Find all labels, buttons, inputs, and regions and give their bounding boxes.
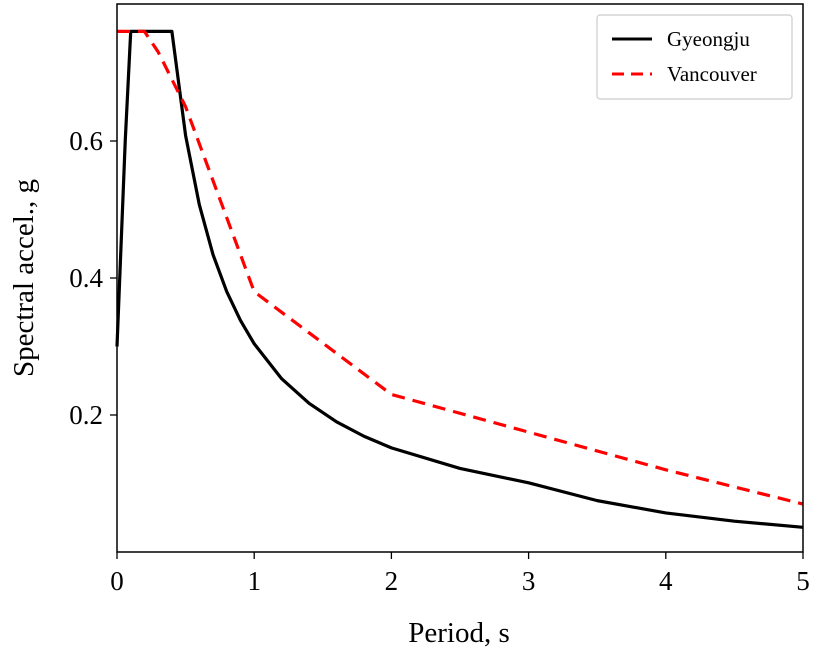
x-tick-label: 5 <box>796 566 810 596</box>
x-tick-label: 1 <box>247 566 261 596</box>
legend: Gyeongju Vancouver <box>596 14 793 100</box>
y-tick-label: 0.2 <box>69 400 103 430</box>
legend-label-vancouver: Vancouver <box>667 62 757 86</box>
y-axis-label: Spectral accel., g <box>8 179 40 377</box>
series-layer <box>115 29 804 529</box>
x-axis-label: Period, s <box>408 617 510 649</box>
x-tick-label: 0 <box>110 566 124 596</box>
x-tick-label: 4 <box>659 566 673 596</box>
y-tick-label: 0.6 <box>69 126 103 156</box>
ticks-layer: 0 1 2 3 4 5 0.2 0.4 0.6 <box>69 126 810 596</box>
legend-box <box>596 14 793 100</box>
legend-label-gyeongju: Gyeongju <box>667 27 750 51</box>
x-tick-label: 3 <box>522 566 536 596</box>
series-line-gyeongju <box>115 29 804 529</box>
series-line-vancouver <box>117 29 804 506</box>
x-tick-label: 2 <box>385 566 399 596</box>
y-tick-label: 0.4 <box>69 263 103 293</box>
